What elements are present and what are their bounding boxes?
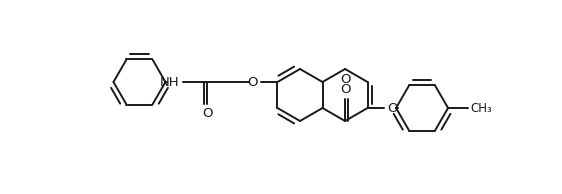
Text: O: O	[202, 107, 213, 120]
Text: O: O	[247, 75, 257, 88]
Text: CH₃: CH₃	[470, 101, 492, 114]
Text: O: O	[388, 101, 398, 114]
Text: O: O	[340, 73, 350, 86]
Text: O: O	[340, 83, 350, 96]
Text: NH: NH	[160, 75, 179, 88]
